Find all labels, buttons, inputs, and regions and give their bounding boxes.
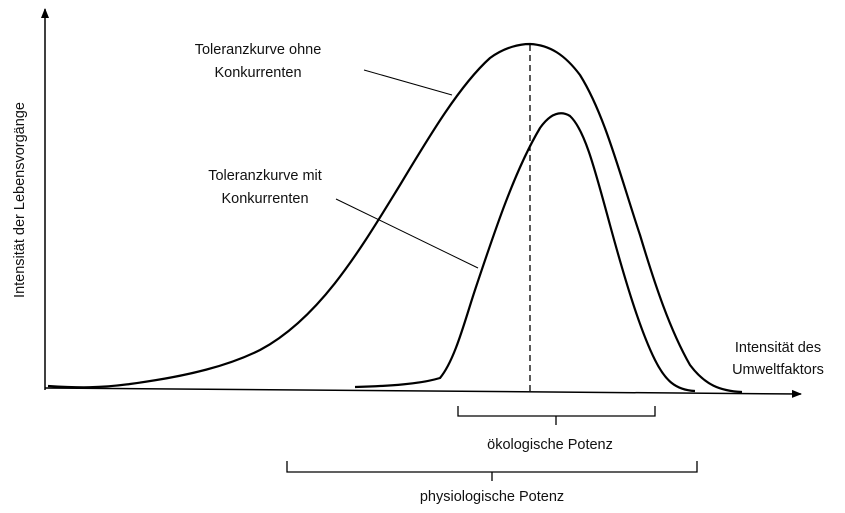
curve-with-competitors [354,112,696,393]
leader-line [335,198,479,269]
x-axis [44,387,802,398]
curve-label: Toleranzkurve mit [208,168,322,184]
curve-label: Konkurrenten [214,65,301,81]
x-axis-label: Intensität des [735,340,821,356]
bracket-physiological [286,461,698,481]
curve-label: Toleranzkurve ohne [195,42,322,58]
bracket-ecological [457,406,656,425]
y-axis-label: Intensität der Lebensvorgänge [12,102,28,298]
range-label: ökologische Potenz [487,437,613,453]
leader-line [363,69,453,96]
x-axis-label: Umweltfaktors [732,362,824,378]
range-label: physiologische Potenz [420,489,564,505]
curve-without-competitors [47,42,743,394]
curve-label: Konkurrenten [221,191,308,207]
